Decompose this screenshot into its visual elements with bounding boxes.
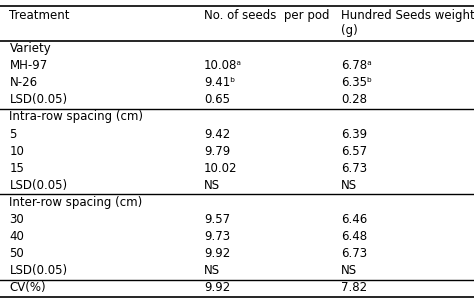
- Text: 5: 5: [9, 128, 17, 140]
- Text: 6.57: 6.57: [341, 145, 367, 158]
- Text: 9.73: 9.73: [204, 230, 230, 243]
- Text: Variety: Variety: [9, 42, 51, 55]
- Text: LSD(0.05): LSD(0.05): [9, 264, 68, 277]
- Text: 15: 15: [9, 162, 24, 175]
- Text: 30: 30: [9, 213, 24, 226]
- Text: N-26: N-26: [9, 76, 37, 89]
- Text: NS: NS: [204, 264, 220, 277]
- Text: LSD(0.05): LSD(0.05): [9, 179, 68, 192]
- Text: MH-97: MH-97: [9, 59, 48, 72]
- Text: 0.65: 0.65: [204, 93, 230, 106]
- Text: 6.73: 6.73: [341, 247, 367, 260]
- Text: 6.46: 6.46: [341, 213, 367, 226]
- Text: 6.73: 6.73: [341, 162, 367, 175]
- Text: 9.41ᵇ: 9.41ᵇ: [204, 76, 235, 89]
- Text: Intra-row spacing (cm): Intra-row spacing (cm): [9, 110, 144, 123]
- Text: 10: 10: [9, 145, 24, 158]
- Text: 9.57: 9.57: [204, 213, 230, 226]
- Text: 7.82: 7.82: [341, 281, 367, 294]
- Text: LSD(0.05): LSD(0.05): [9, 93, 68, 106]
- Text: 9.92: 9.92: [204, 247, 230, 260]
- Text: 6.48: 6.48: [341, 230, 367, 243]
- Text: 9.42: 9.42: [204, 128, 230, 140]
- Text: 9.92: 9.92: [204, 281, 230, 294]
- Text: NS: NS: [204, 179, 220, 192]
- Text: 40: 40: [9, 230, 24, 243]
- Text: NS: NS: [341, 179, 357, 192]
- Text: 10.08ᵃ: 10.08ᵃ: [204, 59, 242, 72]
- Text: 6.78ᵃ: 6.78ᵃ: [341, 59, 372, 72]
- Text: Inter-row spacing (cm): Inter-row spacing (cm): [9, 196, 143, 209]
- Text: Hundred Seeds weight
(g): Hundred Seeds weight (g): [341, 9, 474, 37]
- Text: NS: NS: [341, 264, 357, 277]
- Text: 10.02: 10.02: [204, 162, 237, 175]
- Text: 9.79: 9.79: [204, 145, 230, 158]
- Text: Treatment: Treatment: [9, 9, 70, 22]
- Text: 6.35ᵇ: 6.35ᵇ: [341, 76, 372, 89]
- Text: CV(%): CV(%): [9, 281, 46, 294]
- Text: No. of seeds  per pod: No. of seeds per pod: [204, 9, 329, 22]
- Text: 0.28: 0.28: [341, 93, 367, 106]
- Text: 50: 50: [9, 247, 24, 260]
- Text: 6.39: 6.39: [341, 128, 367, 140]
